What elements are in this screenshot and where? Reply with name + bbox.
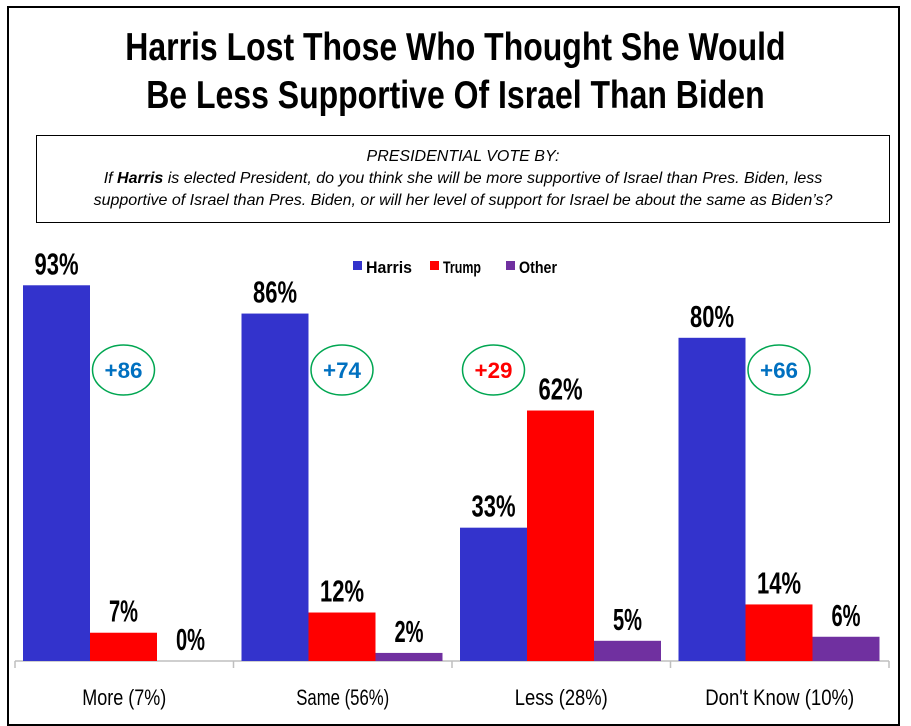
data-label: 12% <box>320 574 364 609</box>
lead-label: +29 <box>475 358 513 383</box>
data-label: 7% <box>109 594 138 629</box>
chart-title: Harris Lost Those Who Thought She Would … <box>82 24 829 120</box>
x-tick-label: More (7%) <box>82 685 166 710</box>
data-label: 80% <box>690 299 734 334</box>
question-candidate: Harris <box>117 170 164 187</box>
data-label: 5% <box>613 602 642 637</box>
bar-trump <box>745 604 813 661</box>
lead-label: +86 <box>105 358 143 383</box>
data-label: 93% <box>35 246 79 281</box>
question-header: PRESIDENTIAL VOTE BY: <box>366 148 560 165</box>
legend-label-harris: Harris <box>366 258 412 277</box>
x-tick-label: Less (28%) <box>515 685 608 710</box>
bar-other <box>594 640 661 661</box>
lead-circle <box>747 344 811 396</box>
lead-label: +66 <box>760 358 798 383</box>
lead-label: +74 <box>323 358 362 383</box>
legend-label-other: Other <box>519 258 557 277</box>
question-box: PRESIDENTIAL VOTE BY: If Harris is elect… <box>36 135 890 223</box>
bar-other <box>812 636 880 661</box>
title-line-1: Harris Lost Those Who Thought She Would <box>125 26 786 69</box>
x-tick-label: Don't Know (10%) <box>705 685 854 710</box>
legend-swatch-harris <box>353 261 362 270</box>
data-label: 86% <box>253 275 297 310</box>
lead-circle <box>91 344 156 396</box>
bar-trump <box>308 612 376 661</box>
title-line-2: Be Less Supportive Of Israel Than Biden <box>146 74 765 117</box>
bar-other <box>375 652 443 661</box>
bar-trump <box>527 410 594 661</box>
legend-swatch-trump <box>430 261 439 270</box>
data-label: 2% <box>395 614 424 649</box>
data-label: 6% <box>832 598 861 633</box>
data-label: 33% <box>472 489 516 524</box>
question-line-1-pre: If <box>103 170 118 187</box>
data-label: 62% <box>539 372 583 407</box>
bar-harris <box>23 285 90 661</box>
bar-harris <box>460 527 527 661</box>
bar-harris <box>241 313 309 661</box>
data-label: 14% <box>757 565 801 600</box>
x-tick-label: Same (56%) <box>296 685 389 710</box>
legend-swatch-other <box>506 261 515 270</box>
data-label: 0% <box>176 622 205 657</box>
question-line-2: supportive of Israel than Pres. Biden, o… <box>93 192 833 209</box>
question-line-1: If Harris is elected President, do you t… <box>37 168 889 190</box>
lead-circle <box>310 344 374 396</box>
lead-circle <box>461 344 526 396</box>
legend-label-trump: Trump <box>443 258 481 277</box>
bar-harris <box>678 337 746 661</box>
question-line-1-post: is elected President, do you think she w… <box>163 170 823 187</box>
bar-trump <box>90 632 157 661</box>
